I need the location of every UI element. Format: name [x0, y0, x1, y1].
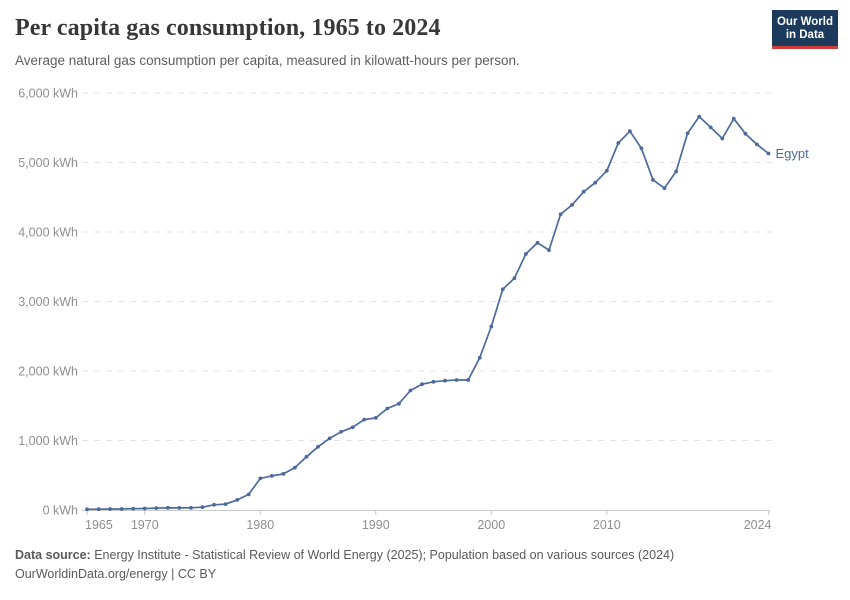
data-point [177, 506, 182, 510]
x-axis-tick-label: 2010 [593, 518, 621, 532]
data-point [593, 180, 598, 185]
data-point [697, 114, 702, 119]
data-point [662, 186, 667, 191]
data-point [512, 276, 517, 281]
data-point [350, 425, 355, 430]
chart-footer: Data source: Energy Institute - Statisti… [15, 546, 835, 584]
data-point [408, 388, 413, 393]
data-point [604, 168, 609, 173]
data-point [327, 436, 332, 441]
data-point [466, 378, 471, 382]
license-text: CC BY [177, 567, 217, 581]
data-point [269, 474, 274, 478]
owid-logo-line1: Our World [776, 16, 833, 28]
data-point [443, 378, 447, 383]
license-line: OurWorldinData.org/energy | CC BY [15, 565, 835, 584]
data-point [293, 465, 297, 470]
data-point [616, 141, 621, 145]
data-point [373, 416, 378, 420]
x-axis-tick-label: 2024 [744, 518, 772, 532]
x-axis-tick-label: 1980 [246, 518, 274, 532]
data-point [547, 248, 551, 253]
data-point [570, 203, 574, 207]
data-point [674, 169, 678, 174]
data-point [362, 417, 367, 422]
data-point [743, 131, 748, 136]
data-point [246, 492, 251, 497]
data-source-text: Energy Institute - Statistical Review of… [90, 548, 675, 562]
data-point [166, 505, 170, 510]
data-point [454, 378, 459, 382]
x-axis-tick-label: 2000 [477, 518, 505, 532]
data-point [119, 507, 124, 511]
data-point [235, 498, 240, 502]
data-point [639, 146, 644, 151]
data-source-line: Data source: Energy Institute - Statisti… [15, 546, 835, 565]
x-axis-tick-label: 1965 [85, 518, 113, 532]
y-axis-tick-label: 2,000 kWh [18, 365, 78, 379]
data-point [651, 178, 655, 182]
page-title: Per capita gas consumption, 1965 to 2024 [15, 15, 441, 41]
data-point [766, 151, 771, 156]
data-point [500, 287, 505, 292]
data-point [304, 454, 309, 459]
data-point [477, 355, 482, 360]
data-point [142, 506, 147, 511]
data-point [535, 240, 540, 245]
x-axis-tick-label: 1990 [362, 518, 390, 532]
data-source-label: Data source: [15, 548, 91, 562]
data-point [316, 444, 320, 449]
data-point [385, 406, 390, 411]
chart-header: Per capita gas consumption, 1965 to 2024… [15, 15, 735, 69]
data-point [708, 125, 713, 130]
series-end-label-egypt: Egypt [776, 146, 810, 161]
y-axis-tick-label: 5,000 kWh [18, 156, 78, 170]
data-point [96, 507, 101, 512]
data-point [755, 142, 759, 147]
owid-logo: Our World in Data [772, 10, 838, 49]
data-point [731, 116, 736, 121]
data-point [189, 505, 193, 510]
y-axis-tick-label: 6,000 kWh [18, 87, 78, 101]
data-point [339, 429, 343, 434]
data-point [154, 506, 159, 510]
data-point [397, 401, 401, 406]
data-point [212, 502, 217, 507]
data-point [524, 252, 528, 256]
data-point [85, 507, 89, 512]
data-point [581, 189, 586, 194]
data-point [420, 382, 424, 387]
y-axis-tick-label: 1,000 kWh [18, 434, 78, 448]
footer-separator: | [167, 567, 178, 581]
data-point [108, 507, 112, 511]
egypt-line [86, 115, 770, 511]
data-point [200, 505, 205, 510]
data-point [281, 472, 286, 476]
data-point [628, 129, 632, 134]
data-point [558, 212, 563, 217]
data-point [131, 506, 136, 511]
data-point [258, 476, 263, 481]
data-point [685, 131, 690, 136]
data-point [489, 324, 494, 329]
owid-logo-line2: in Data [785, 29, 825, 41]
y-axis-tick-label: 3,000 kWh [18, 295, 78, 309]
data-point [720, 136, 725, 141]
y-axis-tick-label: 0 kWh [43, 504, 78, 518]
chart-subtitle: Average natural gas consumption per capi… [15, 52, 520, 68]
data-point [223, 502, 228, 506]
owid-url: OurWorldinData.org/energy [15, 567, 168, 581]
x-axis-tick-label: 1970 [131, 518, 159, 532]
y-axis-tick-label: 4,000 kWh [18, 226, 78, 240]
data-point [431, 379, 436, 384]
